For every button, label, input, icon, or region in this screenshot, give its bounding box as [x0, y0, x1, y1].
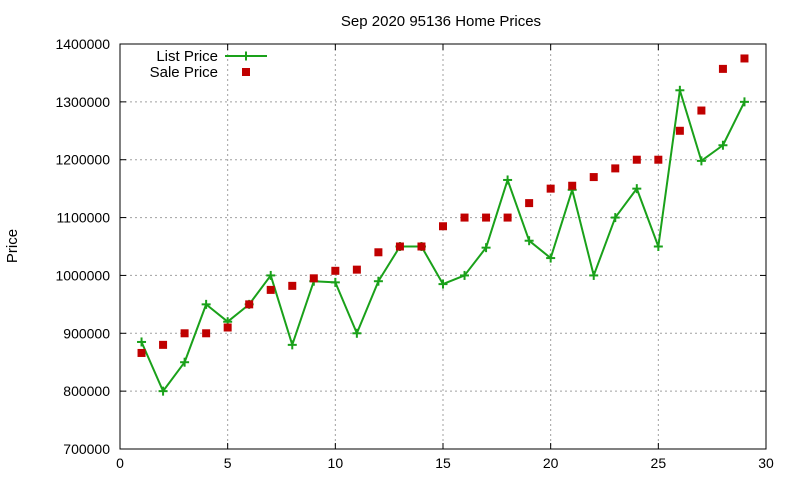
data-point [589, 173, 598, 182]
data-point [159, 340, 168, 349]
data-point [287, 340, 297, 350]
data-point [331, 266, 340, 275]
data-point [632, 184, 642, 194]
data-point [245, 300, 254, 309]
data-point [460, 213, 469, 222]
data-point [439, 222, 447, 231]
data-point [697, 106, 706, 115]
data-point [718, 140, 728, 150]
data-point [740, 54, 749, 63]
data-point [524, 236, 534, 246]
data-point [696, 156, 706, 166]
data-point [223, 323, 232, 332]
data-point [525, 199, 534, 208]
data-point [438, 279, 448, 289]
y-tick-labels: 700000 800000 900000 1000000 1100000 1200000 1… [55, 36, 110, 457]
legend-marker [241, 51, 251, 61]
data-point [373, 276, 383, 286]
y-tick-label: 800000 [63, 383, 110, 399]
data-point [180, 357, 190, 367]
data-point [675, 126, 684, 135]
y-tick-label: 1200000 [55, 152, 110, 168]
data-point [266, 285, 275, 294]
data-point [202, 329, 211, 338]
data-point [374, 248, 383, 257]
x-tick-label: 5 [224, 455, 232, 471]
x-tick-label: 20 [543, 455, 559, 471]
data-point [568, 181, 577, 190]
data-point [481, 243, 491, 253]
legend-label: Sale Price [150, 64, 218, 81]
data-point [503, 213, 512, 222]
series-1 [137, 54, 749, 357]
data-point [675, 85, 685, 95]
data-point [546, 184, 555, 193]
data-point [610, 213, 620, 223]
data-point [330, 277, 340, 287]
axes [119, 43, 767, 450]
data-point [201, 299, 211, 309]
grid [120, 44, 766, 449]
data-point [266, 270, 276, 280]
data-point [180, 329, 189, 338]
y-tick-label: 700000 [63, 441, 110, 457]
data-point [158, 386, 168, 396]
data-point [632, 155, 641, 164]
data-point [137, 337, 147, 347]
legend-marker [242, 68, 250, 76]
data-point [482, 213, 491, 222]
x-tick-label: 0 [116, 455, 124, 471]
data-point [654, 155, 663, 164]
data-point [352, 328, 362, 338]
chart-title: Sep 2020 95136 Home Prices [341, 13, 541, 30]
y-tick-label: 1300000 [55, 94, 110, 110]
y-axis-label: Price [4, 229, 21, 263]
data-point [718, 64, 727, 73]
data-point [611, 164, 620, 173]
data-point [739, 97, 749, 107]
data-point [417, 242, 426, 251]
data-point [546, 253, 556, 263]
y-tick-label: 1400000 [55, 36, 110, 52]
x-tick-label: 25 [651, 455, 667, 471]
data-point [503, 175, 513, 185]
data-point [653, 242, 663, 251]
x-tick-label: 30 [758, 455, 774, 471]
data-point [352, 265, 361, 274]
series [137, 54, 749, 396]
data-point [460, 270, 470, 280]
y-tick-label: 1000000 [55, 267, 110, 283]
legend-label: List Price [156, 48, 218, 65]
x-tick-labels: 0 5 10 15 20 25 30 [116, 455, 774, 471]
y-tick-label: 900000 [63, 325, 110, 341]
data-point [309, 274, 318, 283]
data-point [137, 348, 146, 357]
x-tick-label: 15 [435, 455, 451, 471]
y-tick-label: 1100000 [57, 210, 111, 226]
data-point [589, 270, 599, 280]
data-point [395, 242, 404, 251]
x-tick-label: 10 [328, 455, 344, 471]
data-point [288, 281, 297, 290]
